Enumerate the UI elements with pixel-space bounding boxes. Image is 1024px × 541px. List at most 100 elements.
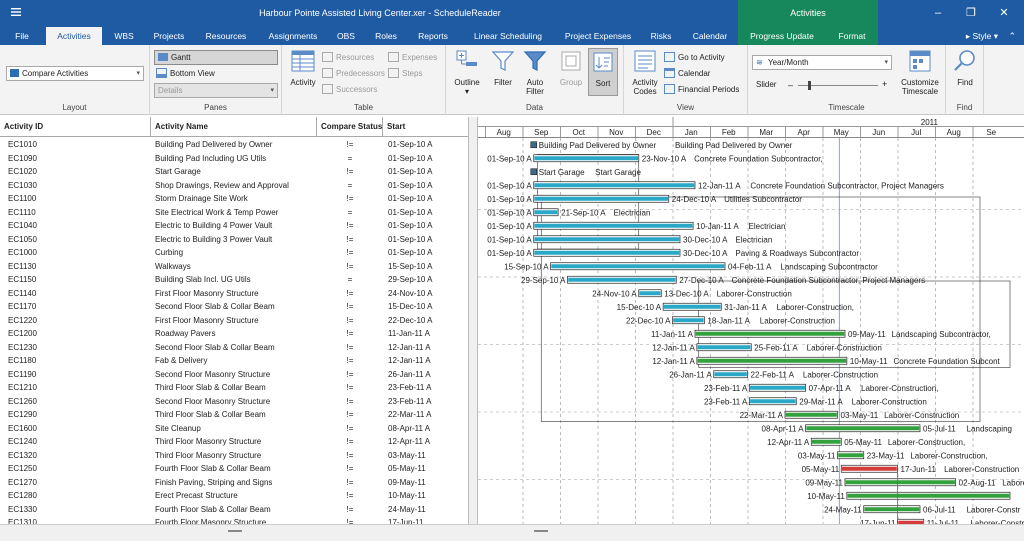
- activity-bar[interactable]: [534, 156, 639, 161]
- table-row[interactable]: EC1170 Second Floor Slab & Collar Beam != 1…: [0, 300, 468, 314]
- table-row[interactable]: EC1030 Shop Drawings, Review and Approval…: [0, 179, 468, 193]
- activity-bar[interactable]: [841, 466, 897, 471]
- customize-timescale-button[interactable]: Customize Timescale: [898, 48, 942, 96]
- go-to-activity-button[interactable]: Go to Activity: [664, 51, 725, 65]
- table-row[interactable]: EC1130 Walkways != 15-Sep-10 A: [0, 260, 468, 274]
- tab-risks[interactable]: Risks: [650, 31, 672, 41]
- resources-button[interactable]: Resources: [322, 51, 374, 65]
- table-row[interactable]: EC1100 Storm Drainage Site Work != 01-Sep-1…: [0, 192, 468, 206]
- splitter-handle-right[interactable]: [534, 530, 548, 532]
- tab-roles[interactable]: Roles: [375, 31, 397, 41]
- activity-bar[interactable]: [785, 412, 837, 417]
- table-row[interactable]: EC1040 Electric to Building 4 Power Vault…: [0, 219, 468, 233]
- activity-bar[interactable]: [714, 372, 747, 377]
- tab-projects[interactable]: Projects: [153, 31, 185, 41]
- activity-bar[interactable]: [639, 291, 661, 296]
- tab-project-expenses[interactable]: Project Expenses: [564, 31, 632, 41]
- vertical-splitter[interactable]: [469, 117, 478, 524]
- activity-bar[interactable]: [673, 318, 704, 323]
- activity-bar[interactable]: [811, 439, 841, 444]
- table-row[interactable]: EC1230 Second Floor Slab & Collar Beam != 1…: [0, 341, 468, 355]
- filter-button[interactable]: Filter: [488, 48, 518, 87]
- table-row[interactable]: EC1310 Fourth Floor Masonry Structure != 17…: [0, 516, 468, 524]
- activity-bar[interactable]: [534, 223, 693, 228]
- tab-activities[interactable]: Activities: [46, 27, 102, 45]
- activity-bar[interactable]: [750, 385, 805, 390]
- activity-bar[interactable]: [750, 399, 796, 404]
- calendar-button[interactable]: Calendar: [664, 67, 710, 81]
- activity-bar[interactable]: [898, 520, 924, 524]
- table-row[interactable]: EC1150 Building Slab Incl. UG Utils = 29-Se…: [0, 273, 468, 287]
- tab-resources[interactable]: Resources: [205, 31, 247, 41]
- table-row[interactable]: EC1250 Fourth Floor Slab & Collar Beam != 0…: [0, 462, 468, 476]
- table-row[interactable]: EC1180 Fab & Delivery != 12-Jan-11 A: [0, 354, 468, 368]
- minus-icon[interactable]: –: [788, 80, 794, 90]
- table-row[interactable]: EC1000 Curbing != 01-Sep-10 A: [0, 246, 468, 260]
- table-row[interactable]: EC1320 Third Floor Masonry Structure != 03-…: [0, 449, 468, 463]
- activity-bar[interactable]: [806, 426, 920, 431]
- tab-linear-scheduling[interactable]: Linear Scheduling: [473, 31, 543, 41]
- auto-filter-button[interactable]: Auto Filter: [520, 48, 550, 96]
- style-menu[interactable]: ▸ Style ▾: [966, 27, 998, 45]
- table-row[interactable]: EC1190 Second Floor Masonry Structure != 26…: [0, 368, 468, 382]
- table-row[interactable]: EC1280 Erect Precast Structure != 10-May-11: [0, 489, 468, 503]
- table-row[interactable]: EC1220 First Floor Masonry Structure != 22-…: [0, 314, 468, 328]
- table-row[interactable]: EC1140 First Floor Masonry Structure != 24-…: [0, 287, 468, 301]
- details-combo[interactable]: Details ▾: [154, 83, 278, 98]
- activity-bar[interactable]: [568, 277, 676, 282]
- tab-progress-update[interactable]: Progress Update: [738, 27, 826, 45]
- ribbon-collapse-icon[interactable]: ⌃: [1008, 31, 1016, 41]
- layout-combo[interactable]: Compare Activities ▾: [6, 66, 144, 81]
- slider-thumb[interactable]: [808, 81, 811, 90]
- activity-button[interactable]: Activity: [286, 48, 320, 87]
- table-row[interactable]: EC1010 Building Pad Delivered by Owner != 0…: [0, 138, 468, 152]
- predecessors-button[interactable]: Predecessors: [322, 67, 385, 81]
- milestone-marker[interactable]: [530, 141, 538, 149]
- activity-bar[interactable]: [847, 493, 1010, 498]
- activity-bar[interactable]: [697, 358, 847, 363]
- tab-calendar[interactable]: Calendar: [692, 31, 728, 41]
- column-header-activity-id[interactable]: Activity ID: [0, 117, 151, 137]
- table-row[interactable]: EC1290 Third Floor Slab & Collar Beam != 22…: [0, 408, 468, 422]
- activity-codes-button[interactable]: Activity Codes: [628, 48, 662, 96]
- table-row[interactable]: EC1020 Start Garage != 01-Sep-10 A: [0, 165, 468, 179]
- bottom-view-toggle[interactable]: Bottom View: [156, 67, 215, 81]
- bottom-pane-splitter[interactable]: [0, 524, 1024, 541]
- group-button[interactable]: Group: [556, 48, 586, 87]
- sort-button[interactable]: Sort: [588, 48, 618, 96]
- financial-periods-button[interactable]: Financial Periods: [664, 83, 739, 97]
- tab-wbs[interactable]: WBS: [114, 31, 134, 41]
- timescale-slider[interactable]: – +: [788, 80, 888, 90]
- activity-bar[interactable]: [534, 210, 558, 215]
- minimize-button[interactable]: –: [934, 7, 942, 19]
- outline-button[interactable]: Outline ▾: [450, 48, 484, 96]
- activity-bar[interactable]: [864, 507, 920, 512]
- steps-button[interactable]: Steps: [388, 67, 422, 81]
- table-row[interactable]: EC1240 Third Floor Masonry Structure != 12-…: [0, 435, 468, 449]
- table-row[interactable]: EC1330 Fourth Floor Slab & Collar Beam != 2…: [0, 503, 468, 517]
- milestone-marker[interactable]: [530, 168, 538, 176]
- table-row[interactable]: EC1110 Site Electrical Work & Temp Power =…: [0, 206, 468, 220]
- activity-bar[interactable]: [534, 237, 680, 242]
- tab-file[interactable]: File: [15, 31, 29, 41]
- close-button[interactable]: ✕: [999, 7, 1009, 19]
- column-header-compare-status[interactable]: Compare Status: [317, 117, 383, 137]
- column-header-activity-name[interactable]: Activity Name: [151, 117, 317, 137]
- table-row[interactable]: EC1050 Electric to Building 3 Power Vault…: [0, 233, 468, 247]
- table-row[interactable]: EC1260 Second Floor Masonry Structure != 23…: [0, 395, 468, 409]
- menu-lines-icon[interactable]: [10, 6, 24, 20]
- activity-bar[interactable]: [838, 453, 864, 458]
- activity-bar[interactable]: [697, 345, 751, 350]
- table-row[interactable]: EC1200 Roadway Pavers != 11-Jan-11 A: [0, 327, 468, 341]
- tab-assignments[interactable]: Assignments: [268, 31, 318, 41]
- successors-button[interactable]: Successors: [322, 83, 377, 97]
- table-row[interactable]: EC1090 Building Pad Including UG Utils = 01…: [0, 152, 468, 166]
- plus-icon[interactable]: +: [882, 79, 888, 89]
- table-row[interactable]: EC1210 Third Floor Slab & Collar Beam != 23…: [0, 381, 468, 395]
- activity-bar[interactable]: [534, 183, 695, 188]
- table-row[interactable]: EC1270 Finish Paving, Striping and Signs!…: [0, 476, 468, 490]
- find-button[interactable]: Find: [950, 48, 980, 87]
- column-header-start[interactable]: Start: [387, 122, 406, 131]
- activity-bar[interactable]: [551, 264, 725, 269]
- tab-obs[interactable]: OBS: [337, 31, 355, 41]
